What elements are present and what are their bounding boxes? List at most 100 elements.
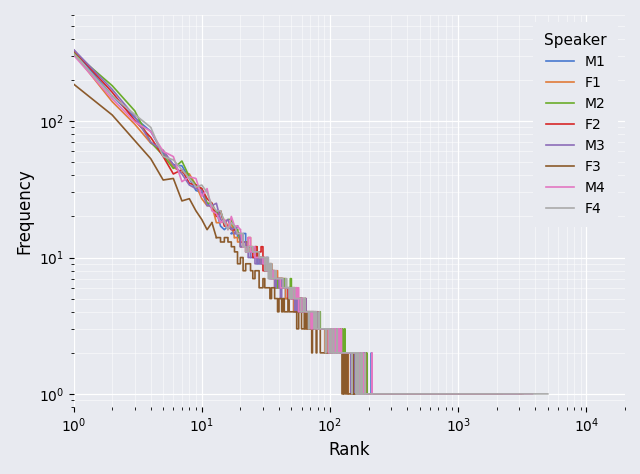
- F2: [227, 227, 235, 233]
- F1: [227, 220, 235, 226]
- M2: [230, 227, 238, 233]
- F2: [208, 201, 216, 206]
- M4: [204, 186, 211, 191]
- M4: [224, 227, 232, 233]
- F4: [186, 175, 193, 181]
- Line: M4: M4: [74, 55, 241, 230]
- F3: [159, 177, 167, 183]
- F3: [178, 198, 186, 204]
- F4: [170, 157, 177, 163]
- Line: M3: M3: [74, 49, 237, 230]
- F3: [70, 81, 77, 87]
- M1: [212, 208, 220, 214]
- F2: [212, 214, 220, 219]
- M2: [178, 158, 186, 164]
- M3: [192, 186, 200, 191]
- F1: [217, 220, 225, 226]
- M4: [212, 211, 220, 217]
- M4: [198, 194, 205, 200]
- M1: [178, 163, 186, 169]
- F2: [108, 89, 116, 95]
- F2: [198, 186, 205, 191]
- F1: [147, 140, 155, 146]
- M4: [227, 214, 235, 219]
- F2: [170, 171, 177, 177]
- F1: [221, 217, 228, 222]
- M3: [234, 223, 241, 229]
- Legend: M1, F1, M2, F2, M3, F3, M4, F4: M1, F1, M2, F2, M3, F3, M4, F4: [533, 22, 618, 227]
- F2: [186, 181, 193, 186]
- F1: [131, 121, 139, 127]
- M1: [224, 223, 232, 229]
- F2: [159, 154, 167, 159]
- F4: [227, 220, 235, 226]
- F3: [208, 220, 216, 226]
- M2: [224, 217, 232, 222]
- M2: [70, 49, 77, 55]
- F4: [159, 154, 167, 159]
- M2: [234, 227, 241, 233]
- F1: [186, 171, 193, 177]
- Line: M1: M1: [74, 50, 234, 230]
- F4: [204, 190, 211, 195]
- F4: [230, 223, 238, 229]
- M3: [227, 227, 235, 233]
- F2: [147, 135, 155, 140]
- M3: [224, 217, 232, 222]
- M1: [131, 115, 139, 120]
- M3: [178, 171, 186, 177]
- M4: [131, 119, 139, 125]
- M1: [198, 190, 205, 195]
- F1: [208, 203, 216, 209]
- M3: [198, 188, 205, 193]
- M2: [159, 153, 167, 158]
- M4: [237, 227, 244, 233]
- Line: F4: F4: [74, 54, 234, 230]
- M3: [70, 46, 77, 52]
- X-axis label: Rank: Rank: [328, 441, 370, 459]
- F4: [221, 220, 228, 226]
- M3: [217, 217, 225, 222]
- M4: [217, 220, 225, 226]
- M4: [208, 208, 216, 214]
- F2: [178, 167, 186, 173]
- F4: [208, 203, 216, 209]
- F2: [192, 182, 200, 188]
- F2: [221, 223, 228, 229]
- Line: M2: M2: [74, 52, 237, 230]
- F4: [198, 182, 205, 188]
- M4: [170, 154, 177, 159]
- F3: [108, 112, 116, 118]
- Line: F2: F2: [74, 50, 234, 230]
- F4: [131, 111, 139, 117]
- M2: [108, 83, 116, 89]
- M2: [198, 186, 205, 191]
- M4: [159, 148, 167, 154]
- M1: [147, 128, 155, 134]
- F2: [224, 223, 232, 229]
- M2: [208, 201, 216, 206]
- M2: [204, 201, 211, 206]
- F1: [204, 203, 211, 209]
- M1: [159, 151, 167, 156]
- F3: [186, 196, 193, 201]
- M2: [217, 208, 225, 214]
- F4: [192, 184, 200, 190]
- M1: [204, 201, 211, 206]
- M1: [70, 47, 77, 53]
- M2: [212, 211, 220, 217]
- M4: [192, 175, 200, 181]
- M1: [217, 223, 225, 229]
- M2: [131, 108, 139, 114]
- F2: [70, 47, 77, 53]
- M3: [212, 201, 220, 206]
- F1: [224, 223, 232, 229]
- M1: [230, 227, 238, 233]
- M3: [170, 162, 177, 167]
- M1: [192, 188, 200, 193]
- F1: [178, 170, 186, 175]
- F3: [192, 208, 200, 214]
- M4: [230, 223, 238, 229]
- M3: [147, 139, 155, 145]
- M4: [108, 96, 116, 101]
